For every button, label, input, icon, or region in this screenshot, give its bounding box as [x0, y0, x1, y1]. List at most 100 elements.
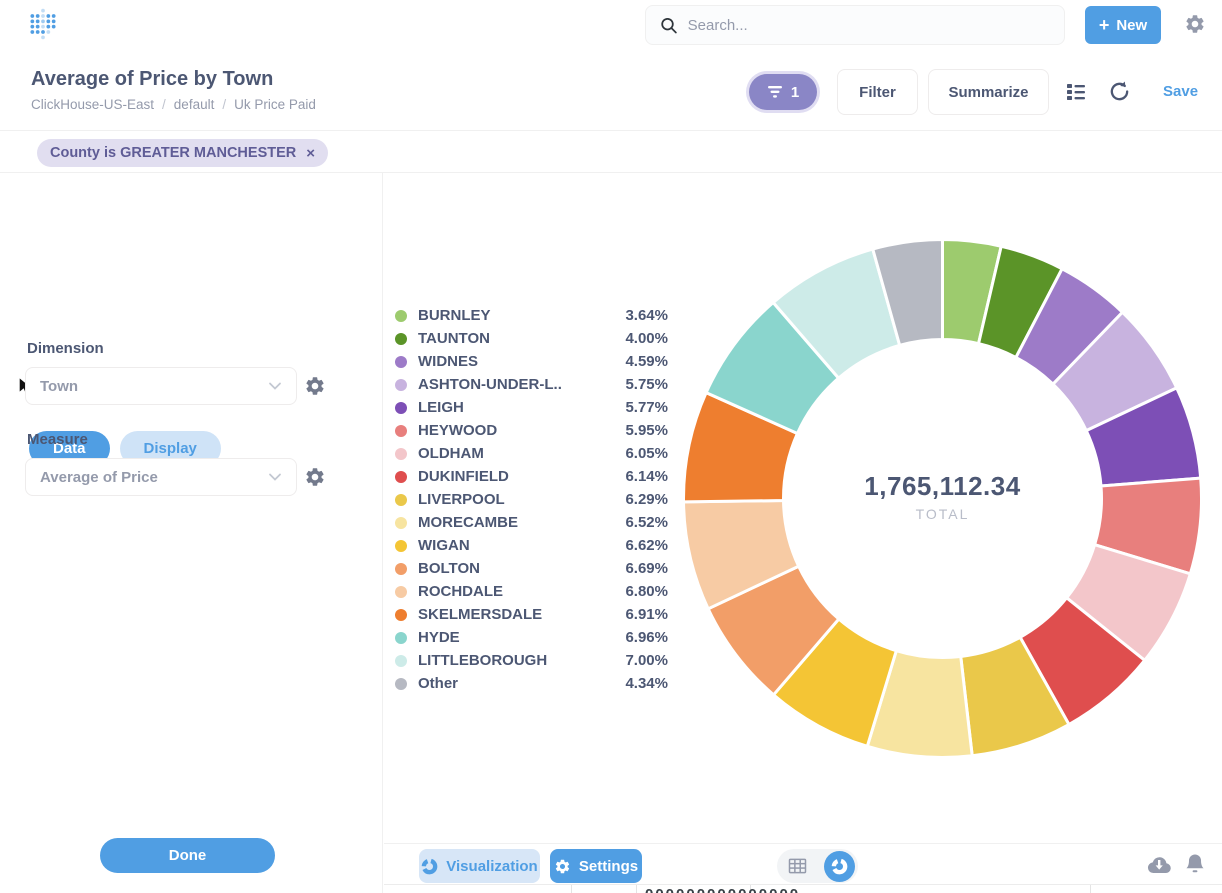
metabase-logo-icon[interactable]	[28, 8, 58, 40]
filter-button[interactable]: Filter	[837, 69, 918, 115]
legend-item[interactable]: LITTLEBOROUGH 7.00%	[395, 649, 668, 672]
legend-percent: 4.34%	[625, 675, 668, 692]
settings-button[interactable]: Settings	[550, 849, 642, 883]
legend-item[interactable]: HYDE 6.96%	[395, 626, 668, 649]
plus-icon: +	[1098, 15, 1110, 35]
editor-list-icon[interactable]	[1065, 81, 1087, 103]
pie-view-toggle[interactable]	[824, 850, 855, 882]
legend-label: WIDNES	[418, 353, 478, 370]
legend-item[interactable]: LEIGH 5.77%	[395, 396, 668, 419]
save-button[interactable]: Save	[1163, 83, 1199, 100]
legend-item[interactable]: ROCHDALE 6.80%	[395, 580, 668, 603]
pie-chart	[682, 238, 1203, 759]
legend-item[interactable]: SKELMERSDALE 6.91%	[395, 603, 668, 626]
table-grid-line	[571, 885, 572, 893]
legend-color-dot	[395, 608, 407, 621]
funnel-icon	[767, 86, 782, 98]
legend-item[interactable]: BURNLEY 3.64%	[395, 304, 668, 327]
legend-color-dot	[395, 470, 407, 483]
refresh-icon[interactable]	[1108, 80, 1131, 103]
legend-label: HEYWOOD	[418, 422, 498, 439]
measure-gear-icon[interactable]	[304, 466, 326, 488]
legend-color-dot	[395, 401, 407, 414]
legend-percent: 4.59%	[625, 353, 668, 370]
filter-chip-close-icon[interactable]: ×	[306, 144, 316, 162]
legend-label: BURNLEY	[418, 307, 491, 324]
legend-item[interactable]: HEYWOOD 5.95%	[395, 419, 668, 442]
measure-value: Average of Price	[40, 468, 158, 486]
filter-chip[interactable]: County is GREATER MANCHESTER ×	[37, 139, 329, 167]
legend-item[interactable]: DUKINFIELD 6.14%	[395, 465, 668, 488]
search-input[interactable]	[687, 16, 1050, 34]
legend-label: DUKINFIELD	[418, 468, 509, 485]
legend-label: SKELMERSDALE	[418, 606, 543, 623]
table-icon	[788, 858, 806, 874]
view-toggle	[777, 849, 858, 883]
legend-item[interactable]: WIDNES 4.59%	[395, 350, 668, 373]
admin-gear-icon[interactable]	[1184, 13, 1206, 35]
legend-percent: 6.05%	[625, 445, 668, 462]
legend-item[interactable]: BOLTON 6.69%	[395, 557, 668, 580]
legend-percent: 6.29%	[625, 491, 668, 508]
legend-percent: 6.52%	[625, 514, 668, 531]
visualization-button-label: Visualization	[446, 857, 538, 875]
legend-color-dot	[395, 309, 407, 322]
dimension-value: Town	[40, 377, 79, 395]
pie-slice-Other[interactable]	[871, 238, 944, 347]
legend-item[interactable]: Other 4.34%	[395, 672, 668, 695]
legend-label: TAUNTON	[418, 330, 490, 347]
filter-chip-label: County is GREATER MANCHESTER	[50, 145, 297, 161]
page-title: Average of Price by Town	[31, 68, 274, 90]
table-grid-line	[1090, 885, 1091, 893]
legend-label: LIVERPOOL	[418, 491, 505, 508]
search-icon	[661, 17, 677, 33]
legend-percent: 6.14%	[625, 468, 668, 485]
visualization-footer: Visualization Settings	[384, 843, 1222, 885]
legend-percent: 5.77%	[625, 399, 668, 416]
legend-item[interactable]: ASHTON-UNDER-L.. 5.75%	[395, 373, 668, 396]
summarize-button[interactable]: Summarize	[928, 69, 1049, 115]
legend-label: HYDE	[418, 629, 460, 646]
legend-item[interactable]: WIGAN 6.62%	[395, 534, 668, 557]
breadcrumb-table[interactable]: Uk Price Paid	[234, 97, 316, 112]
table-grid-line	[750, 885, 751, 893]
subheader-divider	[0, 172, 1222, 173]
legend-label: LEIGH	[418, 399, 464, 416]
search-bar[interactable]	[645, 5, 1065, 45]
legend-percent: 3.64%	[625, 307, 668, 324]
filter-count: 1	[790, 83, 800, 101]
clipped-row-text: 000000000000000	[645, 886, 800, 893]
dimension-label: Dimension	[27, 340, 104, 357]
legend-item[interactable]: LIVERPOOL 6.29%	[395, 488, 668, 511]
legend-item[interactable]: TAUNTON 4.00%	[395, 327, 668, 350]
filter-count-badge[interactable]: 1	[749, 74, 817, 110]
legend-color-dot	[395, 539, 407, 552]
dimension-select[interactable]: Town	[25, 367, 297, 405]
download-icon[interactable]	[1147, 854, 1171, 876]
legend-label: Other	[418, 675, 459, 692]
legend-color-dot	[395, 516, 407, 529]
legend-item[interactable]: MORECAMBE 6.52%	[395, 511, 668, 534]
visualization-canvas: BURNLEY 3.64% TAUNTON 4.00% WIDNES 4.59% ASHTO…	[384, 173, 1222, 843]
pie-options-sidebar: ‹ Pie options Data Display Dimension Tow…	[0, 173, 383, 893]
visualization-button[interactable]: Visualization	[419, 849, 540, 883]
bell-icon[interactable]	[1185, 853, 1205, 876]
breadcrumb-database[interactable]: ClickHouse-US-East	[31, 97, 155, 112]
table-view-toggle[interactable]	[780, 852, 814, 880]
legend-percent: 6.91%	[625, 606, 668, 623]
legend-label: MORECAMBE	[418, 514, 518, 531]
table-grid-line	[636, 885, 637, 893]
measure-select[interactable]: Average of Price	[25, 458, 297, 496]
new-button[interactable]: + New	[1085, 6, 1161, 44]
dimension-gear-icon[interactable]	[304, 375, 326, 397]
legend-label: ASHTON-UNDER-L..	[418, 376, 562, 393]
breadcrumb-separator: /	[222, 97, 227, 112]
legend-color-dot	[395, 562, 407, 575]
breadcrumb-schema[interactable]: default	[173, 97, 215, 112]
done-button[interactable]: Done	[100, 838, 275, 873]
legend-item[interactable]: OLDHAM 6.05%	[395, 442, 668, 465]
legend-label: LITTLEBOROUGH	[418, 652, 548, 669]
legend-color-dot	[395, 378, 407, 391]
chevron-down-icon	[269, 473, 281, 481]
measure-label: Measure	[27, 431, 88, 448]
